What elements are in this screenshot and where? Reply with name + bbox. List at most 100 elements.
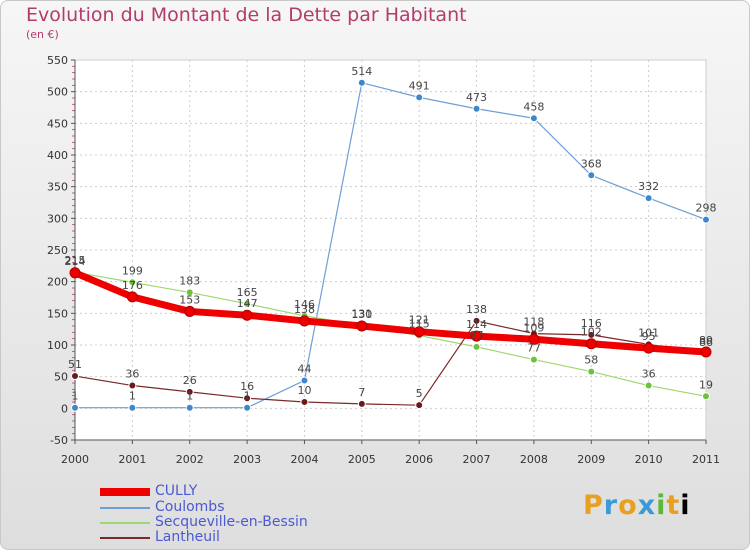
data-point (529, 114, 538, 123)
data-label: 1 (186, 390, 193, 403)
y-tick-label: 400 (47, 149, 68, 162)
data-label: 199 (122, 264, 143, 277)
data-point (185, 403, 194, 412)
data-point (184, 305, 196, 317)
y-tick-label: 250 (47, 244, 68, 257)
x-tick-label: 2000 (61, 453, 89, 466)
data-label: 183 (179, 274, 200, 287)
logo-letter: P (583, 490, 604, 521)
data-label: 368 (581, 157, 602, 170)
data-label: 10 (297, 384, 311, 397)
legend-label: Lantheuil (155, 529, 220, 545)
data-point (298, 315, 310, 327)
data-label: 130 (351, 308, 372, 321)
data-point (415, 93, 424, 102)
y-tick-label: 200 (47, 276, 68, 289)
data-label: 176 (122, 279, 143, 292)
data-point (185, 387, 194, 396)
legend-swatch (100, 507, 150, 509)
data-label: 458 (523, 100, 544, 113)
legend-swatch (100, 488, 150, 496)
data-point (472, 104, 481, 113)
data-point (357, 399, 366, 408)
legend-label: CULLY (155, 483, 198, 499)
data-label: 77 (527, 342, 541, 355)
data-point (585, 338, 597, 350)
x-tick-label: 2008 (520, 453, 548, 466)
y-tick-label: 0 (61, 402, 68, 415)
data-label: 5 (416, 387, 423, 400)
data-label: 7 (358, 386, 365, 399)
data-point (643, 342, 655, 354)
logo-letter: t (666, 490, 681, 521)
y-tick-label: 150 (47, 307, 68, 320)
data-point (300, 398, 309, 406)
data-label: 115 (409, 318, 430, 331)
data-point (644, 381, 653, 390)
data-point (128, 278, 137, 287)
data-point (644, 194, 653, 203)
x-tick-label: 2004 (290, 453, 318, 466)
data-label: 214 (65, 255, 86, 268)
data-point (415, 401, 424, 410)
data-point (69, 267, 81, 279)
data-point (357, 78, 366, 87)
data-label: 146 (294, 298, 315, 311)
logo-letter: i (656, 490, 667, 521)
data-label: 36 (125, 368, 139, 381)
data-point (241, 309, 253, 321)
x-tick-label: 2002 (176, 453, 204, 466)
chart-unit-label: (en €) (26, 28, 59, 41)
proxiti-logo: Proxiti (583, 490, 691, 521)
data-point (702, 215, 710, 224)
data-point (700, 346, 712, 358)
data-label: 58 (584, 354, 598, 367)
data-point (413, 326, 425, 338)
data-label: 89 (699, 334, 713, 347)
data-label: 147 (237, 297, 258, 310)
data-label: 19 (699, 378, 713, 391)
data-label: 215 (65, 254, 86, 267)
data-point (472, 316, 481, 325)
logo-letter: x (637, 490, 657, 521)
data-label: 138 (466, 303, 487, 316)
x-tick-label: 2003 (233, 453, 261, 466)
data-label: 116 (581, 317, 602, 330)
x-tick-label: 2007 (463, 453, 491, 466)
data-label: 298 (696, 202, 717, 215)
series-line-coulombs (74, 82, 707, 409)
data-point (128, 403, 137, 412)
data-label: 36 (642, 368, 656, 381)
data-point (702, 392, 710, 401)
data-point (587, 367, 596, 376)
data-label: 1 (72, 390, 79, 403)
data-label: 114 (466, 318, 487, 331)
y-tick-label: 550 (47, 54, 68, 67)
data-label: 121 (409, 314, 430, 327)
data-point (71, 372, 79, 381)
data-label: 1 (244, 390, 251, 403)
data-label: 86 (699, 336, 713, 349)
data-label: 118 (523, 316, 544, 329)
data-point (243, 403, 252, 412)
legend-swatch (100, 522, 150, 524)
data-point (126, 291, 138, 303)
data-label: 1 (129, 390, 136, 403)
data-label: 51 (68, 358, 82, 371)
legend-swatch (100, 537, 150, 539)
data-point (243, 394, 252, 403)
data-label: 101 (638, 326, 659, 339)
y-tick-label: 300 (47, 212, 68, 225)
data-point (587, 171, 596, 180)
x-tick-label: 2006 (405, 453, 433, 466)
data-label: 26 (183, 374, 197, 387)
x-tick-label: 2001 (118, 453, 146, 466)
y-tick-label: 100 (47, 339, 68, 352)
data-label: 44 (297, 362, 311, 375)
data-point (71, 403, 79, 412)
x-tick-label: 2005 (348, 453, 376, 466)
x-tick-label: 2010 (635, 453, 663, 466)
data-label: 109 (523, 321, 544, 334)
logo-letter: o (618, 490, 638, 521)
